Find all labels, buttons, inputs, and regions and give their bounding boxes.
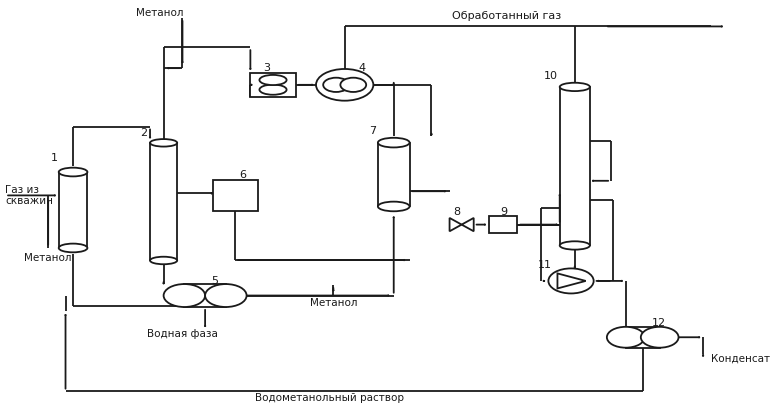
Text: 12: 12 (652, 318, 666, 328)
Ellipse shape (150, 257, 177, 264)
Text: Конденсат: Конденсат (711, 354, 770, 364)
Bar (489, 216, 517, 233)
Ellipse shape (378, 138, 410, 147)
Text: 8: 8 (452, 207, 460, 217)
Text: 10: 10 (544, 71, 558, 81)
Ellipse shape (150, 139, 177, 147)
Ellipse shape (58, 168, 87, 176)
Polygon shape (462, 218, 473, 231)
Bar (250, 73, 296, 97)
Bar (378, 143, 410, 207)
Ellipse shape (260, 75, 286, 85)
Circle shape (548, 268, 594, 294)
Text: 3: 3 (264, 63, 271, 73)
Text: 6: 6 (239, 170, 246, 179)
Bar (150, 143, 177, 260)
Text: 11: 11 (537, 260, 551, 270)
Text: 4: 4 (359, 63, 366, 73)
Polygon shape (449, 218, 462, 231)
Bar (184, 284, 226, 307)
Ellipse shape (641, 327, 679, 348)
Text: Метанол: Метанол (24, 252, 72, 262)
Bar (560, 87, 590, 245)
Text: Водная фаза: Водная фаза (147, 329, 218, 339)
Ellipse shape (560, 83, 590, 91)
Ellipse shape (378, 202, 410, 211)
Text: 2: 2 (140, 128, 147, 138)
Text: 1: 1 (51, 153, 58, 163)
Text: 9: 9 (500, 207, 508, 217)
Text: Метанол: Метанол (136, 8, 183, 18)
Text: Обработанный газ: Обработанный газ (452, 10, 562, 21)
Circle shape (323, 78, 349, 92)
Polygon shape (558, 273, 586, 289)
Text: 7: 7 (369, 126, 376, 136)
Ellipse shape (560, 241, 590, 249)
Text: 5: 5 (211, 276, 218, 286)
Ellipse shape (58, 244, 87, 252)
Bar (626, 327, 660, 348)
Circle shape (316, 69, 374, 101)
Bar (58, 172, 87, 248)
Ellipse shape (205, 284, 246, 307)
Text: Газ из
скважин: Газ из скважин (5, 185, 53, 206)
Text: Метанол: Метанол (310, 298, 357, 307)
Text: Водометанольный раствор: Водометанольный раствор (255, 393, 404, 403)
Circle shape (340, 78, 366, 92)
Ellipse shape (607, 327, 644, 348)
Ellipse shape (164, 284, 205, 307)
Ellipse shape (260, 84, 286, 95)
Bar (213, 180, 258, 211)
